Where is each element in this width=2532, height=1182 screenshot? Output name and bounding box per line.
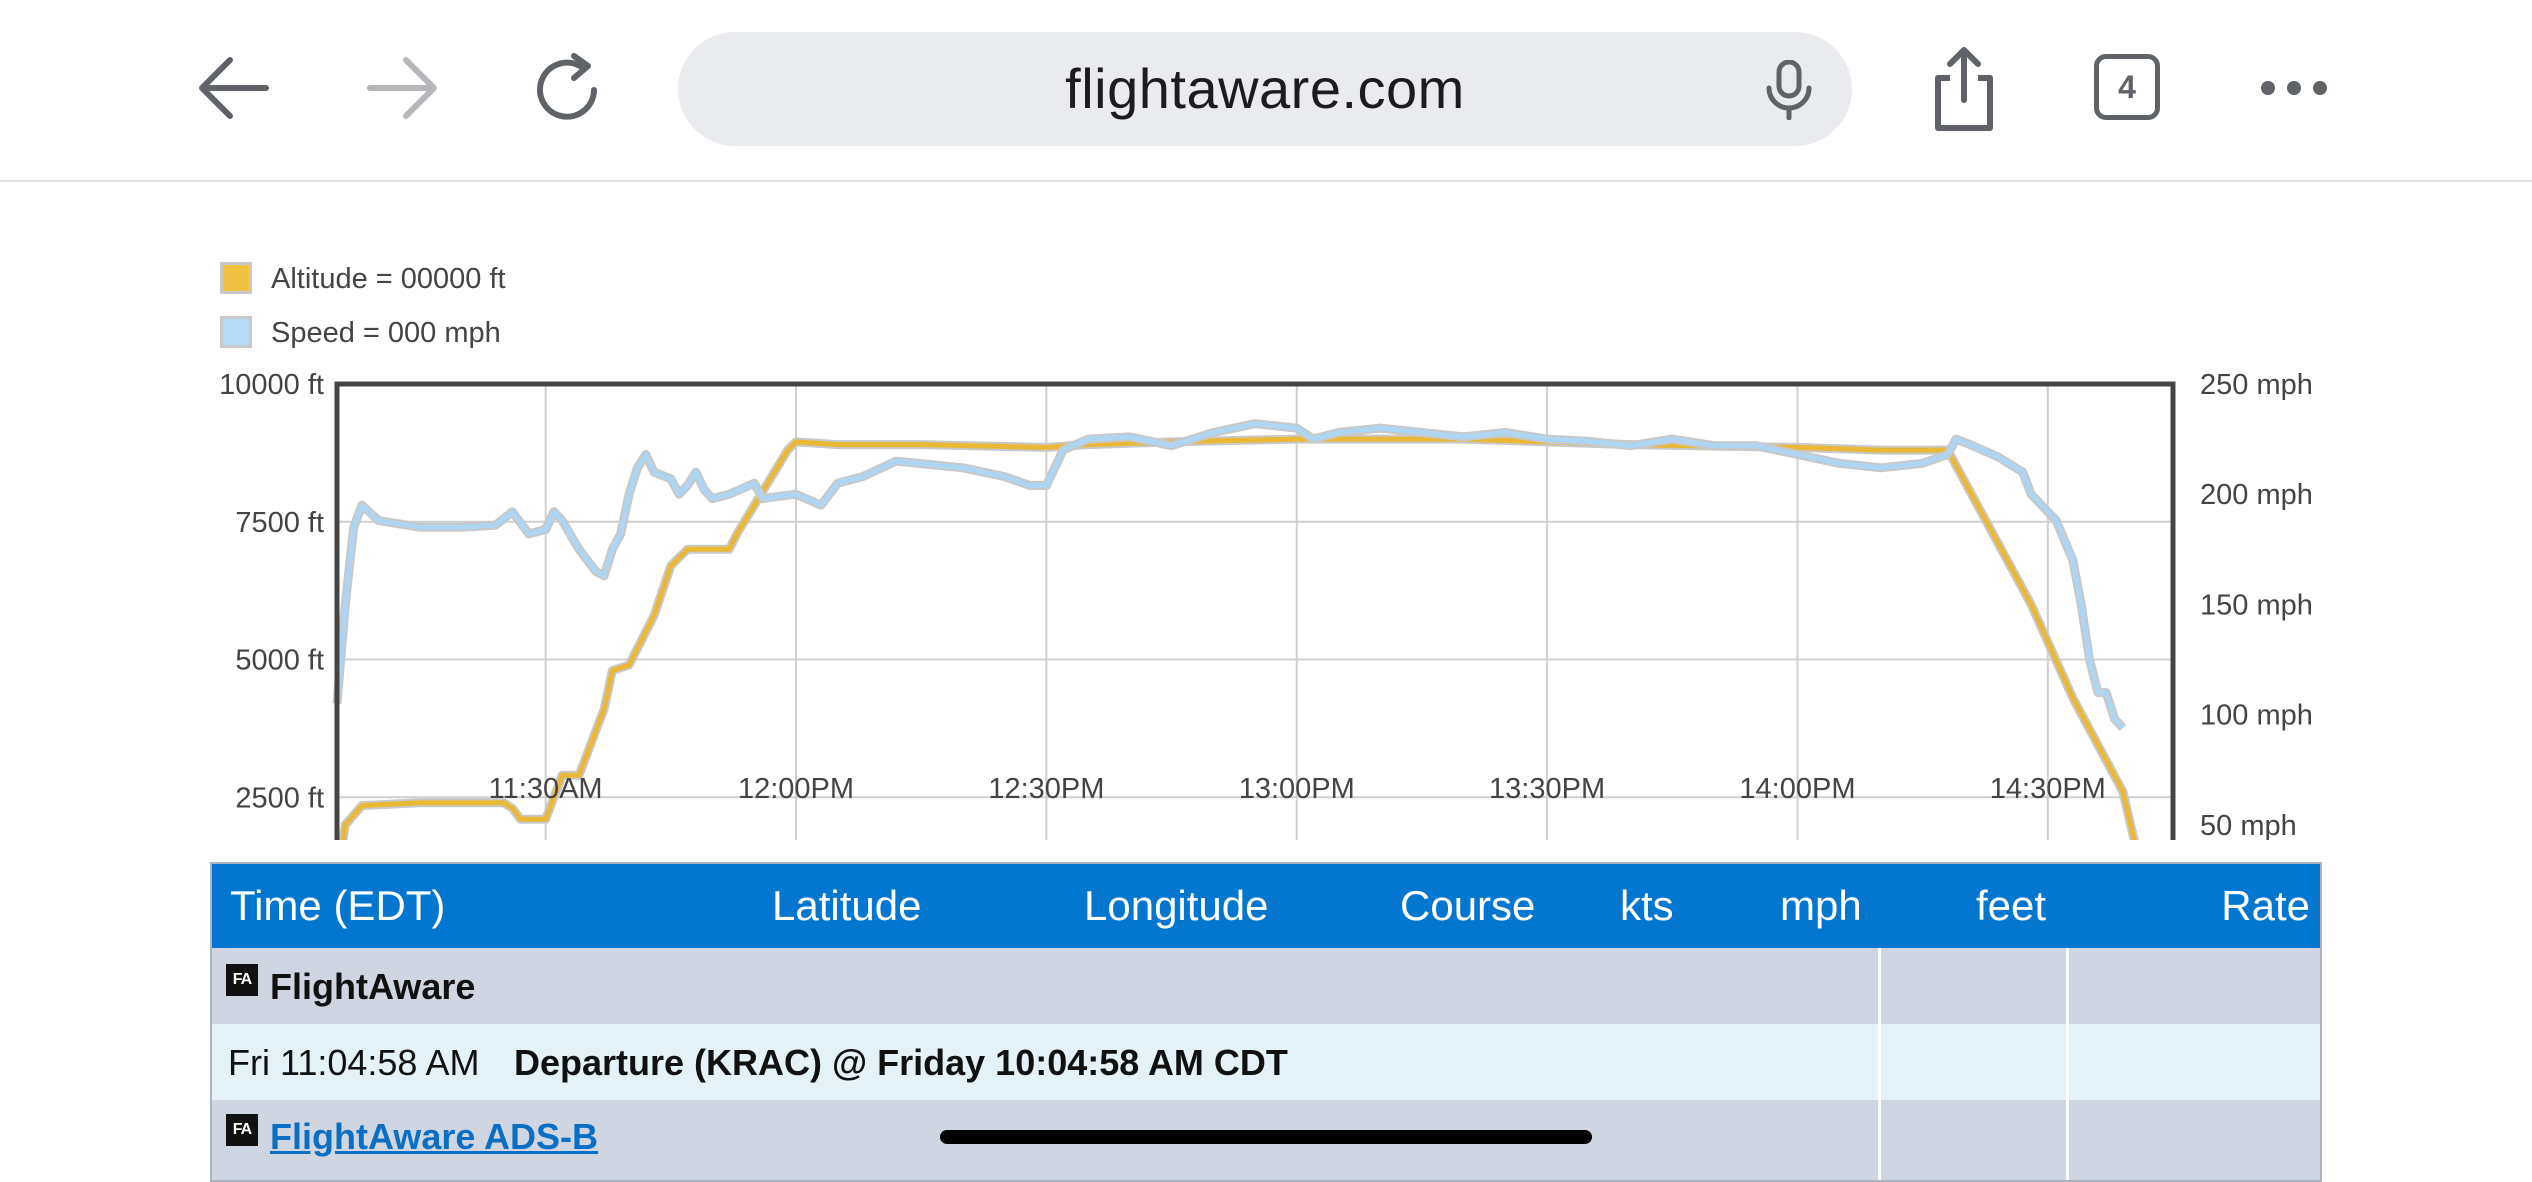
event-description: Departure (KRAC) @ Friday 10:04:58 AM CD…: [514, 1042, 1288, 1083]
table-row: Fri 11:04:58 AM Departure (KRAC) @ Frida…: [212, 1024, 2320, 1100]
left-tick-label: 5000 ft: [235, 645, 324, 677]
flightaware-logo-icon: FA: [226, 1114, 258, 1146]
x-tick-label: 13:00PM: [1239, 773, 1355, 805]
header-time[interactable]: Time (EDT): [230, 882, 446, 929]
right-tick-label: 150 mph: [2200, 589, 2313, 621]
right-tick-label: 200 mph: [2200, 479, 2313, 511]
flight-chart: Altitude = 00000 ft Speed = 000 mph 11:3…: [0, 180, 2532, 840]
header-latitude[interactable]: Latitude: [772, 882, 922, 929]
header-rate[interactable]: Rate: [2221, 882, 2310, 929]
series-line-altitude: [340, 436, 2137, 840]
source-link[interactable]: FlightAware ADS-B: [270, 1116, 599, 1157]
back-arrow-icon[interactable]: [196, 52, 272, 124]
header-course[interactable]: Course: [1400, 882, 1536, 929]
tabs-icon[interactable]: 4: [2094, 54, 2160, 120]
x-tick-label: 14:30PM: [1990, 773, 2106, 805]
table-row: FA FlightAware: [212, 948, 2320, 1024]
chart-plot-area: 11:30AM 12:00PM 12:30PM 13:00PM 13:30PM 14:00…: [219, 369, 2313, 840]
right-tick-label: 250 mph: [2200, 369, 2313, 401]
microphone-icon[interactable]: [1761, 59, 1817, 121]
browser-toolbar: flightaware.com 4: [0, 0, 2532, 182]
right-tick-label: 100 mph: [2200, 700, 2313, 732]
x-tick-label: 11:30AM: [489, 773, 603, 805]
x-tick-label: 14:00PM: [1739, 773, 1855, 805]
altitude-legend-swatch: [220, 262, 252, 294]
url-text[interactable]: flightaware.com: [1065, 57, 1465, 120]
column-divider: [2066, 948, 2069, 1180]
reload-icon[interactable]: [528, 50, 608, 130]
speed-legend-label: Speed = 000 mph: [271, 317, 501, 349]
source-name: FlightAware ADS-B: [270, 1116, 598, 1158]
column-divider: [1878, 948, 1881, 1180]
x-tick-label: 12:00PM: [738, 773, 854, 805]
left-tick-label: 2500 ft: [235, 782, 324, 814]
x-tick-label: 13:30PM: [1489, 773, 1605, 805]
header-mph[interactable]: mph: [1780, 882, 1862, 929]
x-tick-label: 12:30PM: [988, 773, 1104, 805]
forward-arrow-icon[interactable]: [364, 52, 440, 124]
address-bar[interactable]: flightaware.com: [678, 32, 1852, 146]
table-header: Time (EDT) Latitude Longitude Course kts…: [212, 864, 2320, 948]
left-tick-label: 7500 ft: [235, 507, 324, 539]
source-name: FlightAware: [270, 966, 476, 1007]
speed-legend-swatch: [220, 316, 252, 348]
series-line-speed: [334, 421, 2125, 730]
flightaware-logo-icon: FA: [226, 964, 258, 996]
share-icon[interactable]: [1928, 44, 2000, 134]
home-indicator: [940, 1130, 1592, 1144]
header-kts[interactable]: kts: [1620, 882, 1674, 929]
right-tick-label: 50 mph: [2200, 810, 2297, 840]
left-tick-label: 10000 ft: [219, 369, 324, 401]
event-time: Fri 11:04:58 AM: [228, 1042, 480, 1083]
more-icon[interactable]: [2258, 72, 2330, 104]
header-longitude[interactable]: Longitude: [1084, 882, 1269, 929]
header-feet[interactable]: feet: [1976, 882, 2047, 929]
altitude-legend-label: Altitude = 00000 ft: [271, 263, 506, 295]
